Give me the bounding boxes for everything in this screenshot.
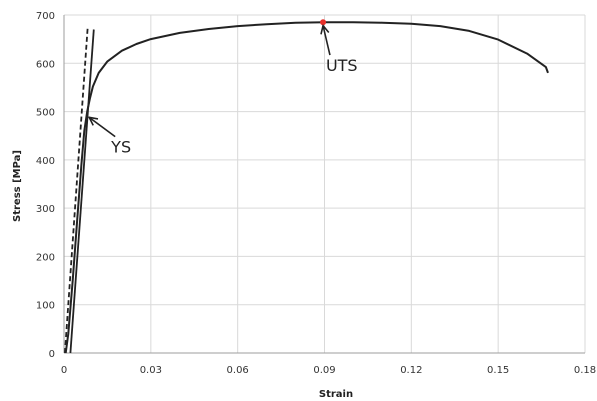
annotation-arrow-uts <box>323 26 331 56</box>
uts-point-marker <box>320 19 327 26</box>
y-tick-label: 100 <box>36 301 55 312</box>
x-tick-label: 0.18 <box>574 365 596 376</box>
series-line-1 <box>64 21 549 354</box>
marker-layer <box>320 19 327 26</box>
annotation-arrow-ys <box>89 117 116 138</box>
y-tick-label: 200 <box>36 252 55 263</box>
y-axis-title: Stress [MPa] <box>12 150 23 222</box>
x-tick-label: 0.03 <box>140 365 162 376</box>
y-tick-label: 400 <box>36 156 55 167</box>
annotation-uts: UTS <box>326 56 358 75</box>
series-line-2 <box>69 29 95 354</box>
x-tick-label: 0.06 <box>227 365 249 376</box>
y-tick-label: 500 <box>36 108 55 119</box>
grid <box>64 14 586 353</box>
series-line-3 <box>64 27 89 354</box>
y-tick-label: 300 <box>36 204 55 215</box>
x-tick-label: 0.15 <box>487 365 509 376</box>
axes <box>63 15 585 354</box>
annotation-layer: YS UTS <box>89 26 358 157</box>
annotation-ys: YS <box>110 138 131 157</box>
tick-labels: 0 0.03 0.06 0.09 0.12 0.15 0.18 0 100 200 300 400 50… <box>36 11 596 376</box>
y-tick-label: 0 <box>49 349 55 360</box>
x-tick-label: 0.09 <box>313 365 335 376</box>
x-axis-title: Strain <box>319 389 353 400</box>
x-tick-label: 0.12 <box>400 365 422 376</box>
x-tick-label: 0 <box>61 365 67 376</box>
y-tick-label: 600 <box>36 59 55 70</box>
series-layer <box>64 21 549 354</box>
y-tick-label: 700 <box>36 11 55 22</box>
